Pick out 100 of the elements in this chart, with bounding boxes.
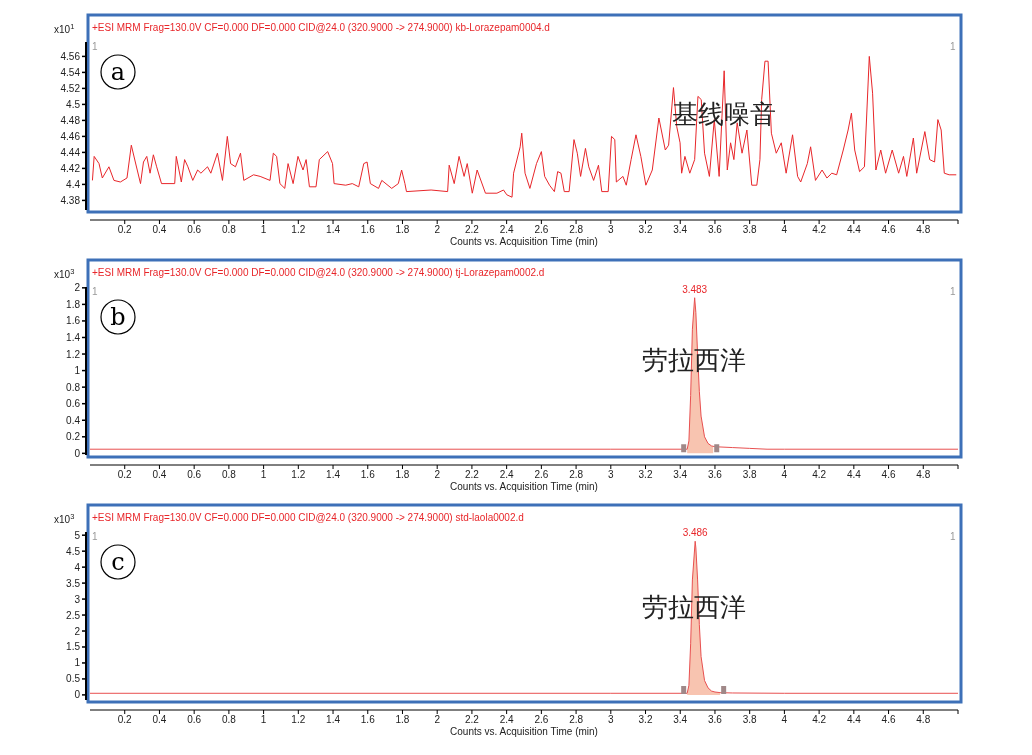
x-tick-label: 1.6 xyxy=(360,224,376,235)
x-tick-label: 1 xyxy=(260,469,267,480)
y-axis-title: x10$^{3}$ xyxy=(54,511,75,525)
x-tick-label: 0.8 xyxy=(221,714,237,725)
x-tick-label: 4.4 xyxy=(846,469,862,480)
x-tick-label: 4 xyxy=(781,714,788,725)
x-tick-label: 4 xyxy=(781,224,788,235)
y-tick-label: 1.6 xyxy=(66,315,81,327)
x-tick-label: 2 xyxy=(434,714,441,725)
line-series xyxy=(91,55,957,198)
y-tick-label: 4 xyxy=(74,561,81,573)
x-tick-label: 0.6 xyxy=(187,469,202,480)
x-tick-label: 1.6 xyxy=(360,714,376,725)
line-series xyxy=(90,540,958,694)
x-tick-label: 0.2 xyxy=(117,714,133,725)
annotation: 1 xyxy=(92,286,98,297)
x-tick-label: 0.4 xyxy=(152,224,167,235)
x-axis-title: Counts vs. Acquisition Time (min) xyxy=(450,726,598,737)
y-tick-label: 4.54 xyxy=(60,66,81,78)
y-tick-label: 0.8 xyxy=(66,381,81,393)
y-tick-label: 2 xyxy=(74,282,81,294)
x-tick-label: 2.2 xyxy=(464,224,480,235)
y-tick-label: 1 xyxy=(74,365,81,377)
y-tick-label: 4.52 xyxy=(60,82,81,94)
y-axis-title: x10$^{1}$ xyxy=(54,21,75,35)
y-tick-label: 1 xyxy=(74,657,81,669)
y-tick-label: 4.5 xyxy=(66,545,81,557)
x-tick-label: 4.4 xyxy=(846,224,862,235)
annotation: 1 xyxy=(92,531,98,542)
y-axis-title: x10$^{3}$ xyxy=(54,266,75,280)
x-tick-label: 1.2 xyxy=(291,714,306,725)
y-tick-label: 1.5 xyxy=(66,641,81,653)
annotation: a xyxy=(110,58,126,86)
annotation: 1 xyxy=(950,41,956,52)
x-tick-label: 2 xyxy=(434,224,441,235)
annotation: b xyxy=(110,303,126,331)
x-tick-label: 0.8 xyxy=(221,469,237,480)
y-tick-label: 2 xyxy=(74,625,81,637)
x-tick-label: 4.8 xyxy=(916,224,931,235)
x-tick-label: 1.8 xyxy=(395,714,410,725)
annotation: 1 xyxy=(92,41,98,52)
chart-title: +ESI MRM Frag=130.0V CF=0.000 DF=0.000 CID@24.0 (320.9000 -> 274.9000) kb-Lorazepam0004.d xyxy=(92,22,550,33)
x-tick-label: 4.2 xyxy=(812,714,827,725)
y-tick-label: 4.56 xyxy=(60,50,81,62)
chart-title: +ESI MRM Frag=130.0V CF=0.000 DF=0.000 CID@24.0 (320.9000 -> 274.9000) std-laola0002.d xyxy=(92,512,524,523)
chart-title: +ESI MRM Frag=130.0V CF=0.000 DF=0.000 CID@24.0 (320.9000 -> 274.9000) tj-Lorazepam0002.d xyxy=(92,267,545,278)
x-tick-label: 4.6 xyxy=(881,224,896,235)
x-tick-label: 1 xyxy=(260,714,267,725)
annotation: c xyxy=(111,548,125,576)
x-tick-label: 3.2 xyxy=(638,469,653,480)
x-tick-label: 4.8 xyxy=(916,714,931,725)
x-tick-label: 2.8 xyxy=(569,224,584,235)
x-tick-label: 1.2 xyxy=(291,224,306,235)
x-tick-label: 4.2 xyxy=(812,469,827,480)
x-tick-label: 3.4 xyxy=(673,469,688,480)
annotation: 3.483 xyxy=(682,283,708,295)
y-tick-label: 1.2 xyxy=(66,348,81,360)
x-tick-label: 1.2 xyxy=(291,469,306,480)
x-tick-label: 3.6 xyxy=(708,469,723,480)
x-tick-label: 4.8 xyxy=(916,469,931,480)
x-tick-label: 4.4 xyxy=(846,714,862,725)
x-tick-label: 3.2 xyxy=(638,714,653,725)
y-tick-label: 0 xyxy=(74,689,81,701)
x-axis-title: Counts vs. Acquisition Time (min) xyxy=(450,481,598,492)
annotation: 1 xyxy=(950,531,956,542)
x-tick-label: 2.4 xyxy=(499,469,515,480)
x-tick-label: 2.6 xyxy=(534,714,549,725)
x-tick-label: 2.4 xyxy=(499,714,515,725)
x-tick-label: 0.2 xyxy=(117,469,133,480)
annotation: 1 xyxy=(950,286,956,297)
x-tick-label: 3 xyxy=(608,224,615,235)
y-tick-label: 5 xyxy=(74,529,81,541)
y-tick-label: 4.48 xyxy=(60,114,81,126)
x-tick-label: 3.4 xyxy=(673,714,688,725)
y-tick-label: 4.42 xyxy=(60,162,81,174)
y-tick-label: 3 xyxy=(74,593,81,605)
x-tick-label: 4.2 xyxy=(812,224,827,235)
x-tick-label: 2 xyxy=(434,469,441,480)
y-tick-label: 4.5 xyxy=(66,98,81,110)
x-tick-label: 3.2 xyxy=(638,224,653,235)
x-tick-label: 0.2 xyxy=(117,224,133,235)
y-tick-label: 4.4 xyxy=(66,178,81,190)
x-tick-label: 1.8 xyxy=(395,224,410,235)
x-tick-label: 2.8 xyxy=(569,469,584,480)
x-tick-label: 3.8 xyxy=(742,714,758,725)
y-tick-label: 2.5 xyxy=(66,609,81,621)
x-tick-label: 0.6 xyxy=(187,224,202,235)
x-tick-label: 3 xyxy=(608,469,615,480)
line-series xyxy=(90,297,958,450)
x-tick-label: 2.2 xyxy=(464,714,480,725)
y-tick-label: 0 xyxy=(74,447,81,459)
x-tick-label: 0.6 xyxy=(187,714,202,725)
y-tick-label: 0.6 xyxy=(66,398,81,410)
x-tick-label: 3.8 xyxy=(742,224,758,235)
x-tick-label: 3 xyxy=(608,714,615,725)
y-tick-label: 0.5 xyxy=(66,673,81,685)
x-tick-label: 1.6 xyxy=(360,469,376,480)
x-tick-label: 3.8 xyxy=(742,469,758,480)
y-tick-label: 1.4 xyxy=(66,331,81,343)
y-tick-label: 0.2 xyxy=(66,431,81,443)
